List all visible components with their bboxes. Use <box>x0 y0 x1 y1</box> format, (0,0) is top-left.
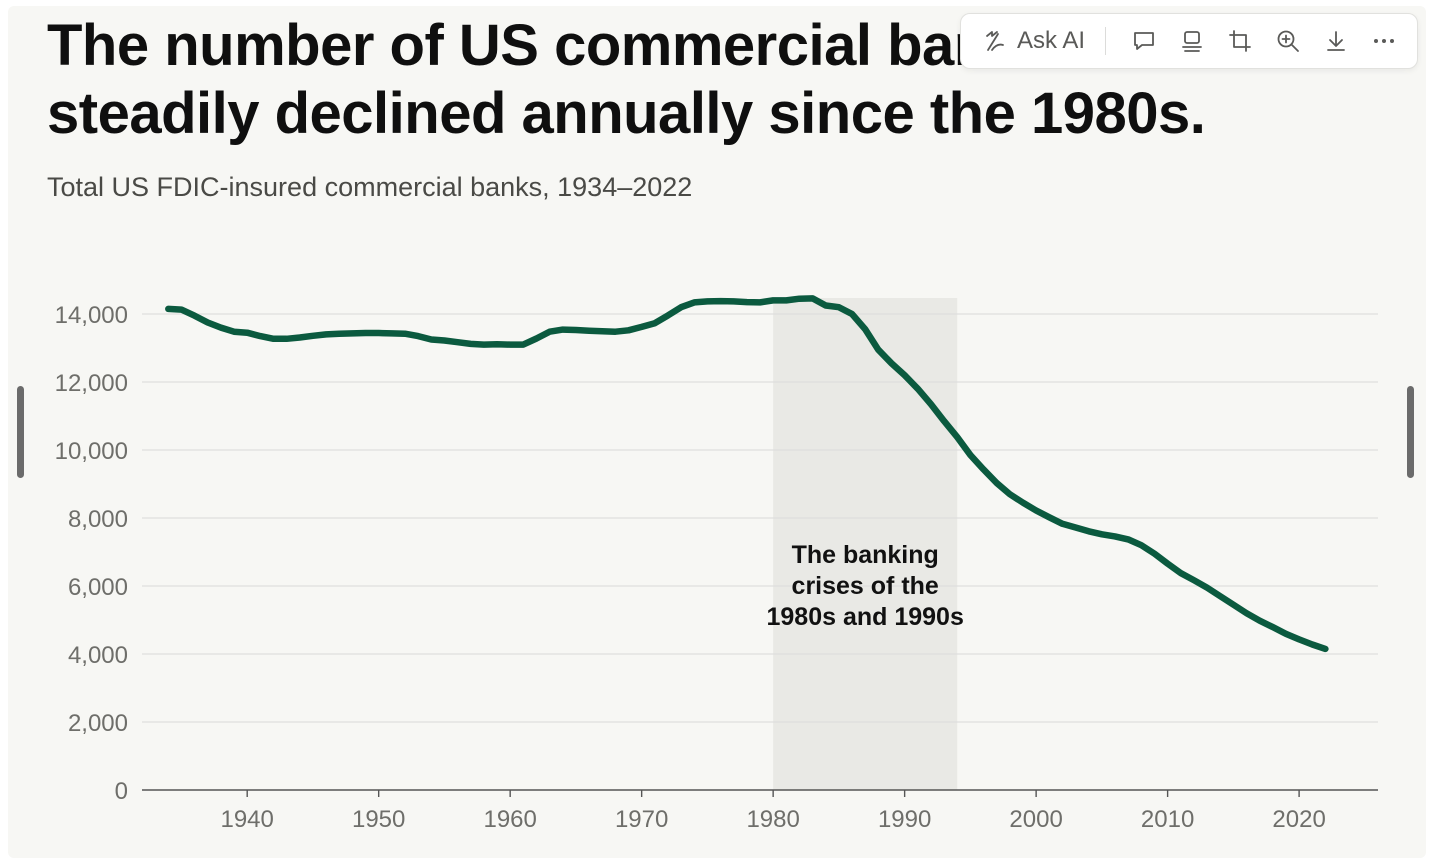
zoom-in-icon <box>1277 30 1299 52</box>
zoom-in-button[interactable] <box>1264 17 1312 65</box>
more-icon <box>1374 39 1395 43</box>
x-tick-label: 1940 <box>220 806 273 833</box>
toolbar-divider <box>1105 27 1107 55</box>
present-icon <box>1182 31 1202 52</box>
y-tick-label: 6,000 <box>68 574 128 601</box>
chart-subtitle: Total US FDIC-insured commercial banks, … <box>47 172 693 202</box>
x-tick-label: 2000 <box>1009 806 1062 833</box>
chart-card <box>8 6 1426 858</box>
y-tick-label: 8,000 <box>68 506 128 533</box>
crop-icon <box>1229 30 1251 52</box>
x-tick-label: 1960 <box>483 806 536 833</box>
y-tick-label: 0 <box>115 778 128 805</box>
left-resize-handle[interactable] <box>17 386 24 478</box>
y-tick-label: 4,000 <box>68 642 128 669</box>
crisis-shaded-region <box>773 298 958 790</box>
comment-icon <box>1134 32 1154 50</box>
y-tick-label: 2,000 <box>68 710 128 737</box>
x-tick-label: 1990 <box>878 806 931 833</box>
right-resize-handle[interactable] <box>1407 386 1414 478</box>
y-tick-label: 12,000 <box>55 370 128 397</box>
x-tick-label: 1980 <box>746 806 799 833</box>
download-button[interactable] <box>1312 17 1360 65</box>
download-icon <box>1327 31 1345 51</box>
image-toolbar: Ask AI <box>960 13 1418 69</box>
crop-button[interactable] <box>1216 17 1264 65</box>
x-tick-label: 2010 <box>1141 806 1194 833</box>
crisis-annotation-line: The banking <box>792 541 939 569</box>
crisis-annotation-line: 1980s and 1990s <box>766 603 963 631</box>
present-button[interactable] <box>1168 17 1216 65</box>
y-tick-label: 10,000 <box>55 438 128 465</box>
more-button[interactable] <box>1360 17 1408 65</box>
x-tick-label: 1950 <box>352 806 405 833</box>
crisis-annotation-line: crises of the <box>792 572 939 600</box>
ask-ai-button[interactable]: Ask AI <box>983 27 1085 55</box>
x-tick-label: 2020 <box>1272 806 1325 833</box>
bank-count-series-line <box>165 295 1329 653</box>
comment-button[interactable] <box>1120 17 1168 65</box>
ask-ai-icon <box>986 31 1004 51</box>
ask-ai-label: Ask AI <box>1017 27 1086 54</box>
y-tick-label: 14,000 <box>55 302 128 329</box>
x-tick-label: 1970 <box>615 806 668 833</box>
